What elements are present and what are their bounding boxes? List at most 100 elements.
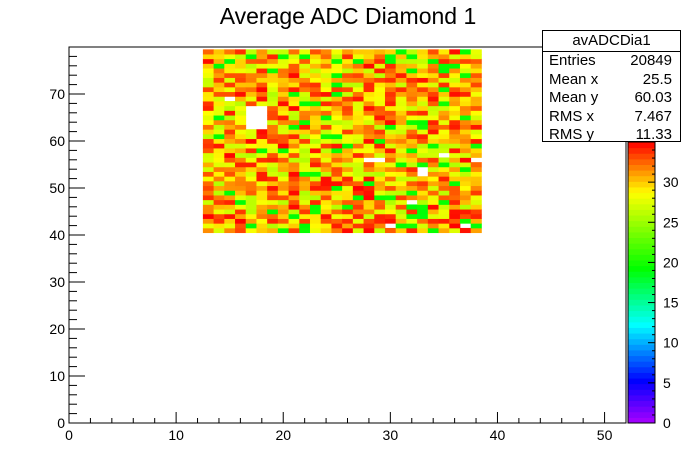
heatmap-cell [256,91,268,97]
heatmap-cell [374,54,386,60]
stats-row-rms-y: RMS y 11.33 [543,126,680,145]
heatmap-cell [320,209,332,215]
heatmap-cell [374,91,386,97]
heatmap-cell [449,152,461,158]
heatmap-cell [235,204,247,210]
stats-value: 25.5 [642,70,672,88]
heatmap-cell [459,77,472,83]
heatmap-cell [235,223,247,229]
heatmap-cell [374,227,386,234]
heatmap-cell [331,77,343,83]
heatmap-cell [213,96,225,102]
heatmap-cell [320,152,332,158]
heatmap-cell [245,213,257,219]
heatmap-cell [395,218,407,224]
heatmap-cell [470,176,482,182]
heatmap-cell [277,86,289,93]
heatmap-cell [256,176,268,182]
heatmap-cell [427,223,439,229]
heatmap-cell [288,209,300,215]
heatmap-cell [417,152,429,158]
heatmap-cell [310,115,322,121]
heatmap-cell [352,157,364,163]
heatmap-cell [406,148,418,154]
heatmap-cell [299,77,311,83]
heatmap-cell [352,129,364,135]
heatmap-cell [395,227,407,234]
heatmap-cell [299,68,311,74]
heatmap-cell [213,152,225,158]
heatmap-cell [224,162,236,168]
heatmap-cell [384,162,397,168]
heatmap-cell [245,138,257,144]
heatmap-cell [256,199,268,205]
heatmap-cell [310,166,322,172]
heatmap-cell [277,166,289,172]
heatmap-cell [384,110,397,116]
heatmap-cell [374,115,386,121]
heatmap-cell [384,82,397,88]
heatmap-cell [245,72,257,78]
heatmap-cell [331,209,343,215]
heatmap-cell [235,72,247,78]
heatmap-cell [384,190,397,196]
heatmap-cell [288,86,300,93]
heatmap-cell [320,77,332,83]
heatmap-cell [384,138,397,144]
heatmap-cell [256,63,268,69]
heatmap-cell [213,54,225,60]
heatmap-cell [459,96,472,102]
heatmap-cell [427,63,439,69]
heatmap-cell [320,204,332,210]
heatmap-cell [235,148,247,154]
heatmap-cell [299,72,311,78]
heatmap-cell [331,152,343,158]
heatmap-cell [213,91,225,97]
heatmap-cell [438,101,450,107]
heatmap-cell [384,171,397,177]
heatmap-cell [213,101,225,107]
heatmap-cell [352,143,364,149]
heatmap-cell [224,213,236,219]
heatmap-cell [288,190,300,196]
heatmap-cell [224,119,236,125]
heatmap-cell [245,166,257,172]
heatmap-cell [320,180,332,187]
heatmap-cell [224,133,236,140]
heatmap-cell [363,58,375,64]
heatmap-cell [470,105,482,111]
heatmap-cell [320,101,332,107]
heatmap-cell [459,68,472,74]
heatmap-cell [427,180,439,187]
heatmap-cell [277,185,289,191]
heatmap-cell [202,166,215,172]
heatmap-cell [470,199,482,205]
heatmap-cell [438,218,450,224]
heatmap-cell [202,176,215,182]
heatmap-cell [299,105,311,111]
heatmap-cell [470,209,482,215]
heatmap-cell [352,166,364,172]
heatmap-cell [459,124,472,130]
heatmap-cell [299,58,311,64]
heatmap-cell [438,72,450,78]
heatmap-cell [395,82,407,88]
heatmap-cell [342,119,354,125]
heatmap-cell [363,204,375,210]
heatmap-cell [449,176,461,182]
heatmap-cell [384,68,397,74]
heatmap-cell [331,119,343,125]
heatmap-cell [310,63,322,69]
y-tick-label: 30 [49,274,65,290]
heatmap-cell [235,105,247,111]
heatmap-cell [342,171,354,177]
heatmap-cell [406,86,418,93]
heatmap-cell [449,105,461,111]
heatmap-cell [459,209,472,215]
heatmap-cell [235,77,247,83]
palette-tick-label: 15 [663,295,679,311]
heatmap-cell [235,101,247,107]
heatmap-cell [299,195,311,201]
heatmap-cell [310,180,322,187]
heatmap-cell [406,138,418,144]
